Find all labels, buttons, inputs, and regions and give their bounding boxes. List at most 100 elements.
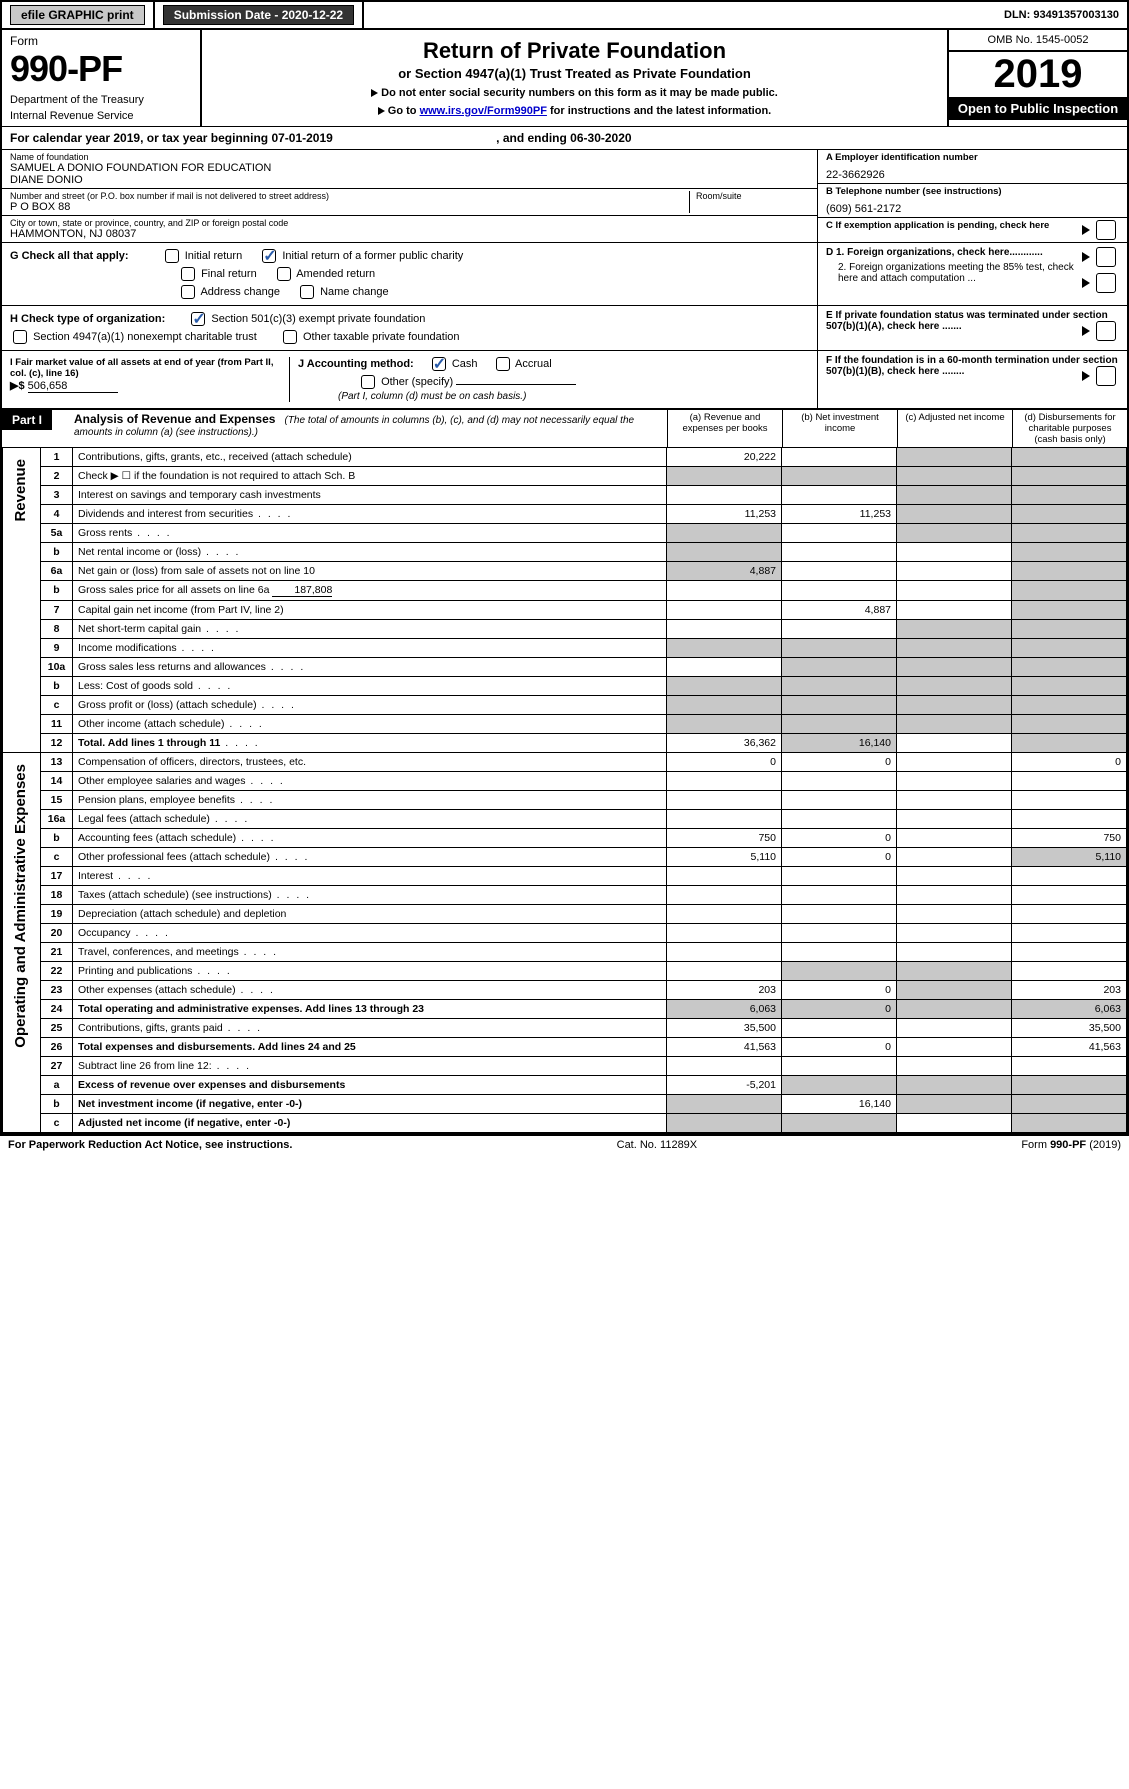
g-amended-checkbox[interactable]: [277, 267, 291, 281]
cell-value: [1012, 1057, 1127, 1076]
cell-value: [667, 658, 782, 677]
e-checkbox[interactable]: [1096, 321, 1116, 341]
row-description: Dividends and interest from securities: [73, 505, 667, 524]
irs-link[interactable]: www.irs.gov/Form990PF: [420, 105, 547, 117]
row-description: Total operating and administrative expen…: [73, 1000, 667, 1019]
cell-value: [1012, 620, 1127, 639]
row-description: Net investment income (if negative, ente…: [73, 1095, 667, 1114]
address: P O BOX 88: [10, 201, 689, 213]
row-number: 18: [41, 886, 73, 905]
row-description: Total. Add lines 1 through 11: [73, 734, 667, 753]
cell-value: [667, 772, 782, 791]
cell-value: [667, 1114, 782, 1133]
cell-value: 20,222: [667, 448, 782, 467]
j-accrual-checkbox[interactable]: [496, 357, 510, 371]
row-description: Accounting fees (attach schedule): [73, 829, 667, 848]
cell-value: [1012, 696, 1127, 715]
row-description: Legal fees (attach schedule): [73, 810, 667, 829]
row-number: 8: [41, 620, 73, 639]
f-checkbox[interactable]: [1096, 366, 1116, 386]
cell-value: [782, 924, 897, 943]
cell-value: [667, 639, 782, 658]
cell-value: [1012, 543, 1127, 562]
cell-value: [667, 1057, 782, 1076]
row-description: Gross rents: [73, 524, 667, 543]
cell-value: [897, 905, 1012, 924]
cell-value: [1012, 1114, 1127, 1133]
cell-value: [897, 962, 1012, 981]
row-number: 24: [41, 1000, 73, 1019]
cell-value: [897, 810, 1012, 829]
cell-value: 6,063: [1012, 1000, 1127, 1019]
cell-value: [782, 620, 897, 639]
dln: DLN: 93491357003130: [996, 2, 1127, 28]
row-number: 13: [41, 753, 73, 772]
c-checkbox[interactable]: [1096, 220, 1116, 240]
g-address-checkbox[interactable]: [181, 285, 195, 299]
tax-year: 2019: [949, 52, 1127, 97]
cell-value: 0: [782, 1000, 897, 1019]
cell-value: [782, 1057, 897, 1076]
cell-value: [782, 639, 897, 658]
j-cash-checkbox[interactable]: [432, 357, 446, 371]
city-state-zip: HAMMONTON, NJ 08037: [10, 228, 809, 240]
fmv-value: 506,658: [28, 380, 118, 393]
instr-goto: Go to: [388, 105, 420, 117]
cell-value: [782, 658, 897, 677]
cell-value: [897, 1095, 1012, 1114]
row-description: Contributions, gifts, grants paid: [73, 1019, 667, 1038]
row-description: Net short-term capital gain: [73, 620, 667, 639]
g-initial-former-checkbox[interactable]: [262, 249, 276, 263]
cell-value: 750: [667, 829, 782, 848]
row-description: Net rental income or (loss): [73, 543, 667, 562]
d1-label: D 1. Foreign organizations, check here..…: [826, 247, 1043, 258]
row-number: c: [41, 848, 73, 867]
arrow-icon: [371, 89, 378, 97]
row-number: 26: [41, 1038, 73, 1057]
addr-label: Number and street (or P.O. box number if…: [10, 191, 689, 201]
row-description: Other employee salaries and wages: [73, 772, 667, 791]
cell-value: [667, 524, 782, 543]
calendar-year-row: For calendar year 2019, or tax year begi…: [2, 126, 1127, 149]
g-final-checkbox[interactable]: [181, 267, 195, 281]
h-501c3-checkbox[interactable]: [191, 312, 205, 326]
row-description: Compensation of officers, directors, tru…: [73, 753, 667, 772]
row-number: 22: [41, 962, 73, 981]
form-label: Form: [10, 34, 192, 48]
d2-checkbox[interactable]: [1096, 273, 1116, 293]
cell-value: [782, 772, 897, 791]
cell-value: [897, 639, 1012, 658]
cell-value: 16,140: [782, 1095, 897, 1114]
ein: 22-3662926: [826, 163, 1119, 181]
dept-treasury: Department of the Treasury: [10, 94, 192, 106]
d1-checkbox[interactable]: [1096, 247, 1116, 267]
h-4947-checkbox[interactable]: [13, 330, 27, 344]
row-description: Income modifications: [73, 639, 667, 658]
cell-value: 5,110: [1012, 848, 1127, 867]
cell-value: [897, 924, 1012, 943]
cell-value: [1012, 924, 1127, 943]
arrow-icon: [1082, 225, 1090, 235]
row-description: Subtract line 26 from line 12:: [73, 1057, 667, 1076]
row-number: 19: [41, 905, 73, 924]
cell-value: [897, 658, 1012, 677]
cell-value: [782, 486, 897, 505]
cell-value: [897, 1057, 1012, 1076]
col-d-header: (d) Disbursements for charitable purpose…: [1012, 410, 1127, 447]
row-description: Other professional fees (attach schedule…: [73, 848, 667, 867]
j-other-checkbox[interactable]: [361, 375, 375, 389]
cell-value: [782, 448, 897, 467]
analysis-table: Revenue1Contributions, gifts, grants, et…: [2, 447, 1127, 1133]
cell-value: 0: [782, 1038, 897, 1057]
efile-print-button[interactable]: efile GRAPHIC print: [10, 5, 145, 25]
cell-value: [782, 467, 897, 486]
cell-value: [782, 1114, 897, 1133]
g-initial-checkbox[interactable]: [165, 249, 179, 263]
h-other-checkbox[interactable]: [283, 330, 297, 344]
cell-value: 0: [782, 848, 897, 867]
cell-value: [1012, 467, 1127, 486]
cell-value: [897, 1019, 1012, 1038]
row-description: Capital gain net income (from Part IV, l…: [73, 601, 667, 620]
g-name-checkbox[interactable]: [300, 285, 314, 299]
cell-value: [782, 715, 897, 734]
